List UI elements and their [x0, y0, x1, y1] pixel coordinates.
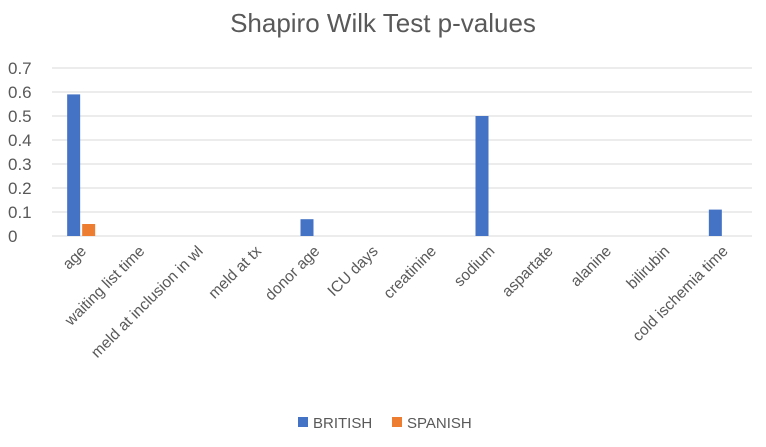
x-tick-label: ICU days: [325, 243, 382, 300]
legend-label-british: BRITISH: [313, 415, 372, 432]
x-tick-label: meld at tx: [205, 243, 265, 303]
legend: BRITISH SPANISH: [298, 415, 472, 432]
y-tick-label: 0.4: [8, 131, 32, 150]
legend-swatch-british: [298, 417, 308, 427]
legend-label-spanish: SPANISH: [407, 415, 472, 432]
x-tick-label: sodium: [451, 243, 498, 290]
x-tick-label: creatinine: [380, 243, 440, 303]
bar-british-7: [475, 116, 489, 236]
bars: [67, 94, 722, 237]
gridlines: [52, 67, 752, 237]
y-tick-label: 0.5: [8, 107, 32, 126]
y-tick-label: 0: [8, 227, 17, 246]
y-tick-label: 0.1: [8, 203, 32, 222]
bar-spanish-0: [82, 224, 96, 236]
x-tick-label: donor age: [262, 243, 323, 304]
x-tick-label: age: [60, 243, 90, 273]
x-tick-label: meld at inclusion in wl: [88, 243, 207, 362]
y-tick-label: 0.2: [8, 179, 32, 198]
y-axis-ticks: 0 0.1 0.2 0.3 0.4 0.5 0.6 0.7: [8, 59, 32, 246]
x-tick-label: alanine: [568, 243, 615, 290]
y-tick-label: 0.6: [8, 83, 32, 102]
legend-swatch-spanish: [392, 417, 402, 427]
bar-british-11: [708, 209, 722, 236]
chart-title: Shapiro Wilk Test p-values: [230, 8, 536, 38]
bar-british-4: [300, 219, 314, 236]
x-tick-label: bilirubin: [624, 243, 674, 293]
y-tick-label: 0.7: [8, 59, 32, 78]
bar-british-0: [67, 94, 81, 237]
x-tick-label: aspartate: [499, 243, 557, 301]
y-tick-label: 0.3: [8, 155, 32, 174]
